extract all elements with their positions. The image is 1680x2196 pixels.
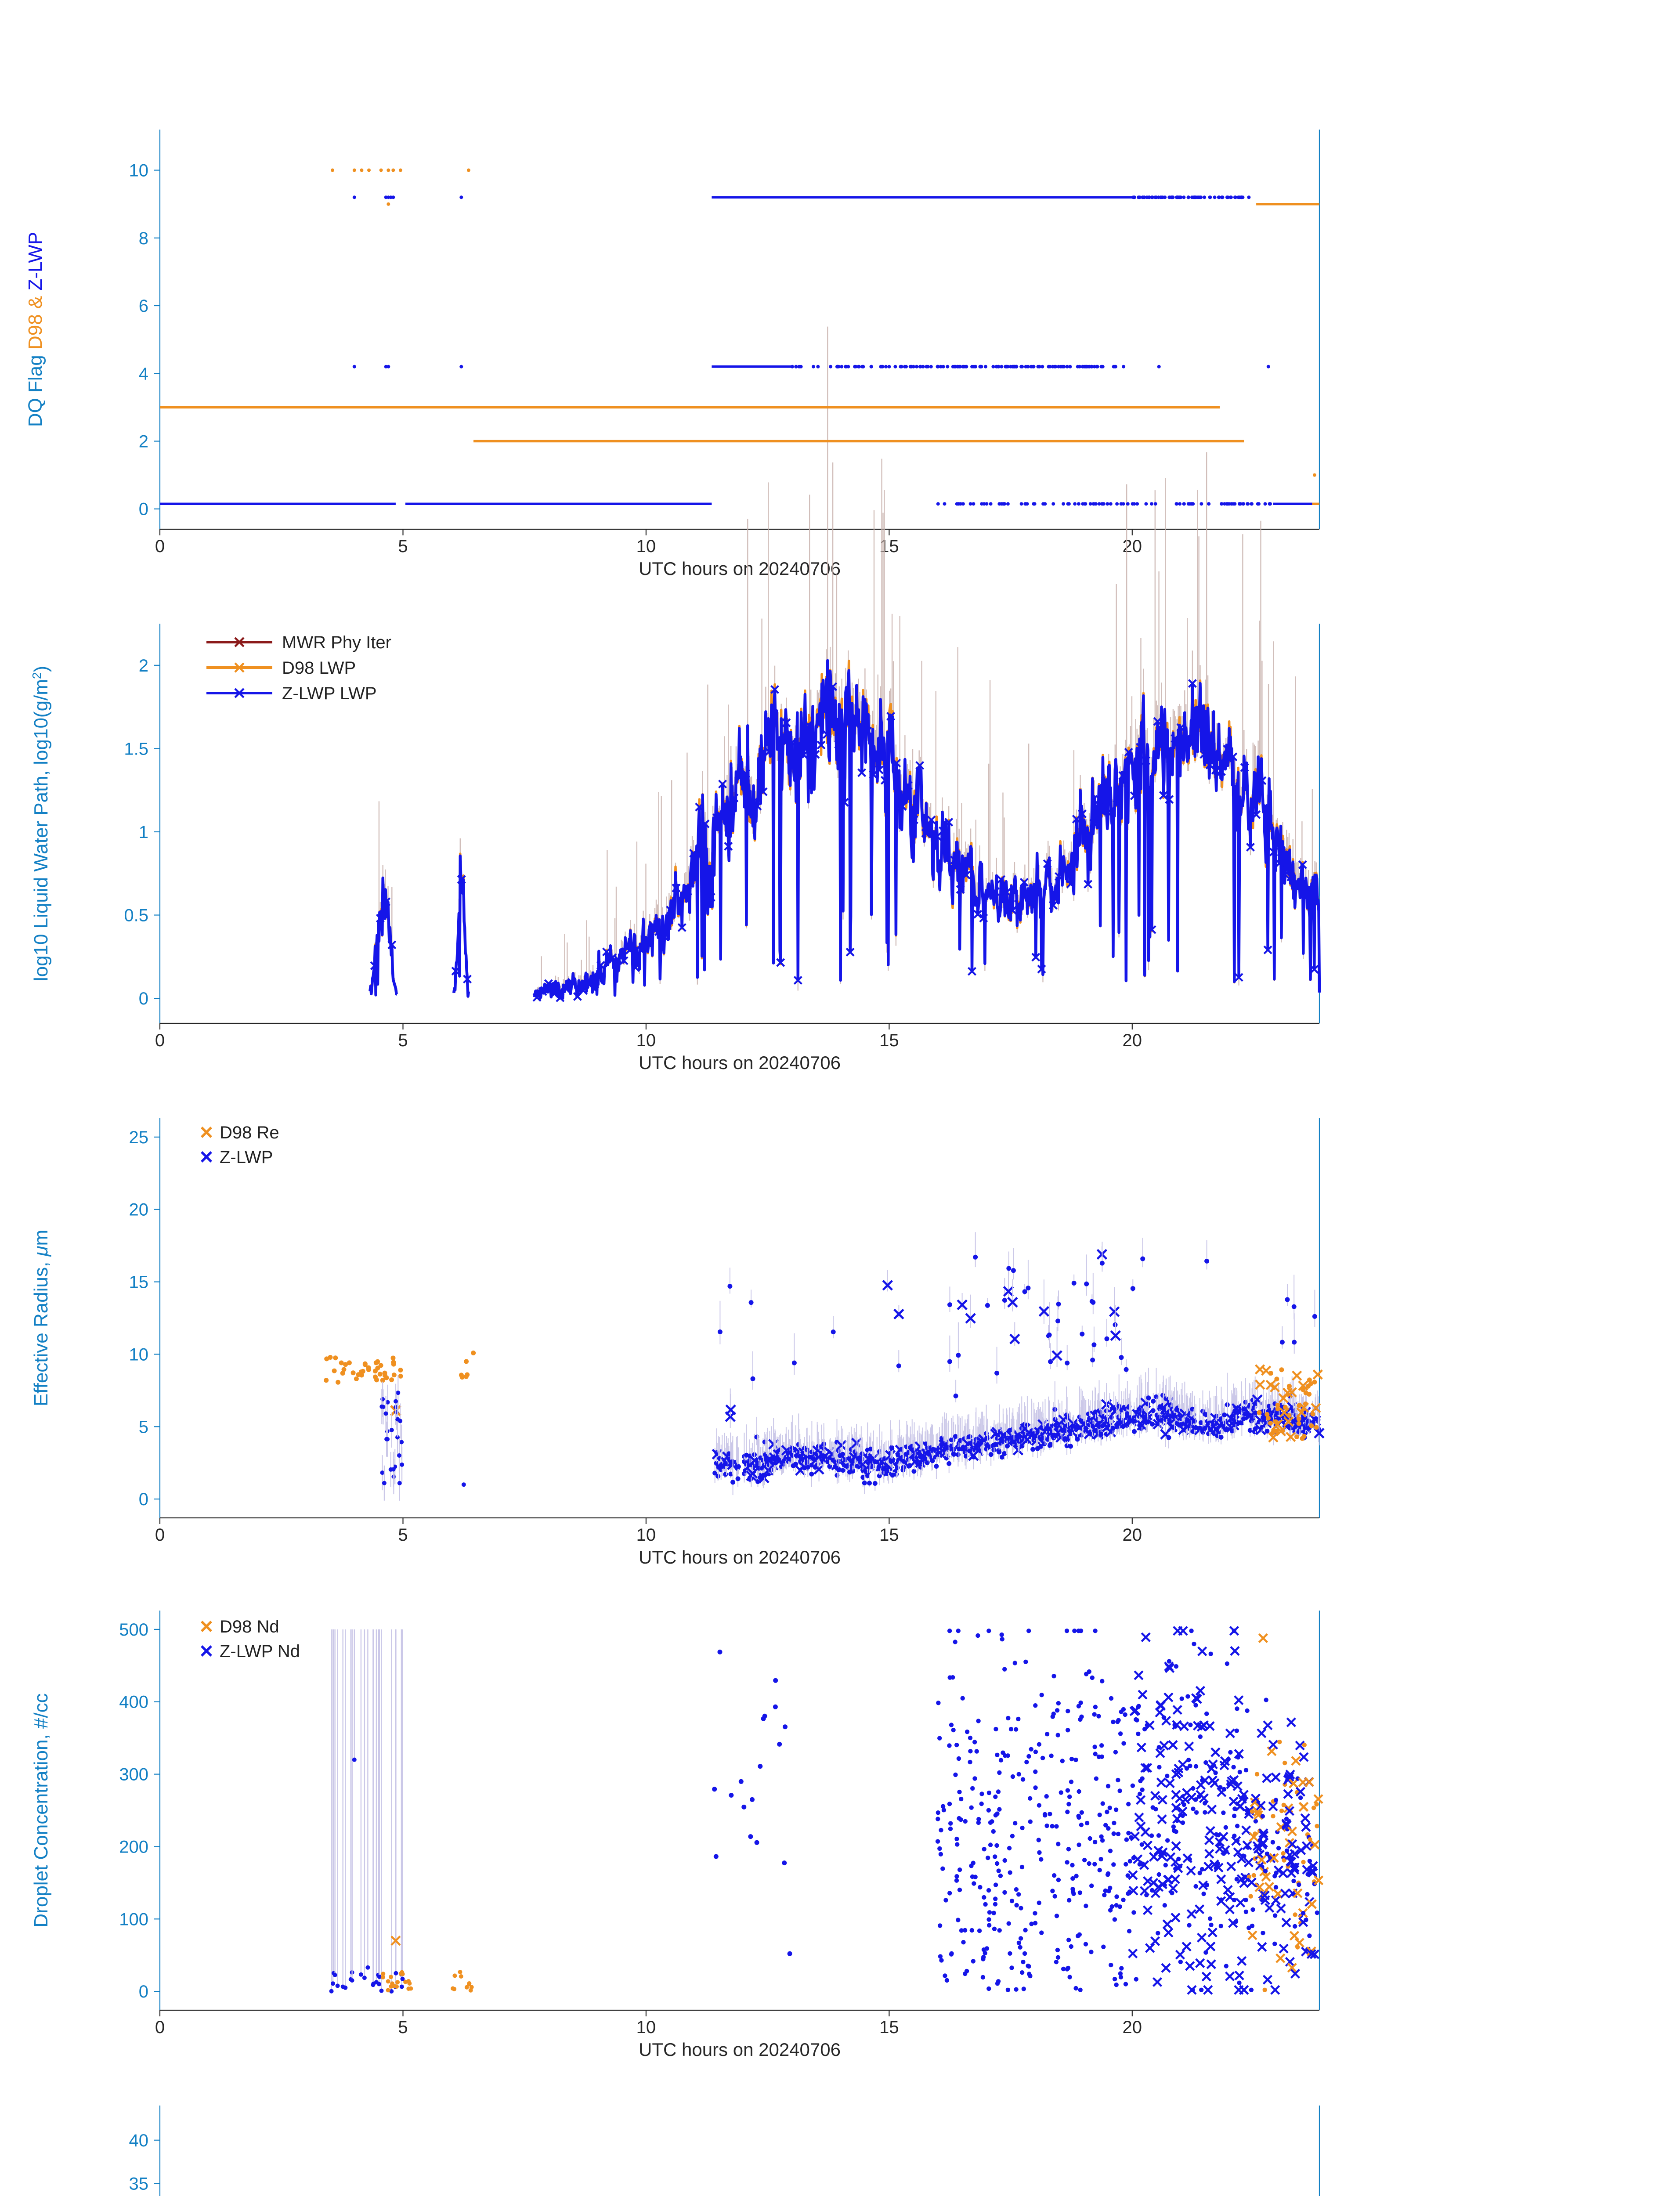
svg-text:0: 0 — [155, 1031, 165, 1050]
svg-text:15: 15 — [879, 537, 899, 556]
svg-text:Effective Radius, μm: Effective Radius, μm — [30, 1230, 52, 1406]
svg-text:1: 1 — [139, 823, 148, 842]
svg-text:D98 LWP: D98 LWP — [282, 658, 356, 678]
svg-text:0: 0 — [155, 537, 165, 556]
svg-text:25: 25 — [129, 1128, 149, 1147]
svg-text:0: 0 — [139, 989, 148, 1008]
svg-text:4: 4 — [139, 364, 148, 383]
svg-text:0: 0 — [139, 1490, 148, 1509]
svg-text:100: 100 — [119, 1910, 148, 1929]
svg-text:40: 40 — [129, 2131, 149, 2150]
svg-text:2: 2 — [139, 656, 148, 675]
svg-text:6: 6 — [139, 296, 148, 316]
svg-text:UTC hours on 20240706: UTC hours on 20240706 — [639, 2039, 841, 2060]
svg-text:300: 300 — [119, 1765, 148, 1784]
svg-text:5: 5 — [398, 1031, 408, 1050]
svg-text:0: 0 — [155, 1525, 165, 1545]
svg-text:8: 8 — [139, 229, 148, 248]
svg-text:Z-LWP LWP: Z-LWP LWP — [282, 684, 377, 703]
svg-text:20: 20 — [1123, 2018, 1142, 2037]
svg-text:Z-LWP: Z-LWP — [220, 1148, 273, 1167]
svg-text:Z-LWP Nd: Z-LWP Nd — [220, 1642, 300, 1661]
svg-text:D98 Re: D98 Re — [220, 1123, 279, 1142]
svg-text:10: 10 — [636, 2018, 656, 2037]
svg-text:20: 20 — [129, 1200, 149, 1220]
svg-text:2: 2 — [139, 432, 148, 451]
svg-text:UTC hours on 20240706: UTC hours on 20240706 — [639, 1547, 841, 1568]
svg-text:20: 20 — [1123, 537, 1142, 556]
svg-text:5: 5 — [398, 537, 408, 556]
svg-text:35: 35 — [129, 2174, 149, 2193]
svg-text:10: 10 — [129, 1345, 149, 1364]
svg-text:1.5: 1.5 — [124, 739, 148, 758]
svg-text:0: 0 — [139, 500, 148, 519]
svg-text:5: 5 — [398, 1525, 408, 1545]
svg-text:MWR Phy Iter: MWR Phy Iter — [282, 633, 391, 652]
svg-text:Droplet Concentration, #/cc: Droplet Concentration, #/cc — [30, 1693, 52, 1927]
svg-text:UTC hours on 20240706: UTC hours on 20240706 — [639, 1052, 841, 1073]
svg-text:15: 15 — [129, 1273, 149, 1292]
svg-text:0.5: 0.5 — [124, 906, 148, 925]
svg-text:0: 0 — [139, 1982, 148, 2001]
svg-text:D98 Nd: D98 Nd — [220, 1617, 279, 1636]
svg-text:200: 200 — [119, 1837, 148, 1856]
svg-text:10: 10 — [636, 1525, 656, 1545]
svg-text:20: 20 — [1123, 1525, 1142, 1545]
svg-text:20: 20 — [1123, 1031, 1142, 1050]
svg-text:15: 15 — [879, 1031, 899, 1050]
svg-text:10: 10 — [636, 537, 656, 556]
svg-text:15: 15 — [879, 1525, 899, 1545]
svg-text:UTC hours on 20240706: UTC hours on 20240706 — [639, 558, 841, 579]
svg-text:5: 5 — [139, 1417, 148, 1437]
svg-text:10: 10 — [636, 1031, 656, 1050]
svg-text:400: 400 — [119, 1693, 148, 1712]
svg-text:500: 500 — [119, 1620, 148, 1640]
svg-text:0: 0 — [155, 2018, 165, 2037]
svg-text:15: 15 — [879, 2018, 899, 2037]
svg-text:5: 5 — [398, 2018, 408, 2037]
svg-text:10: 10 — [129, 161, 149, 181]
svg-text:log10 Liquid Water Path, log10: log10 Liquid Water Path, log10(g/m2) — [30, 666, 52, 981]
svg-text:DQ Flag D98 & Z-LWP: DQ Flag D98 & Z-LWP — [25, 232, 46, 427]
